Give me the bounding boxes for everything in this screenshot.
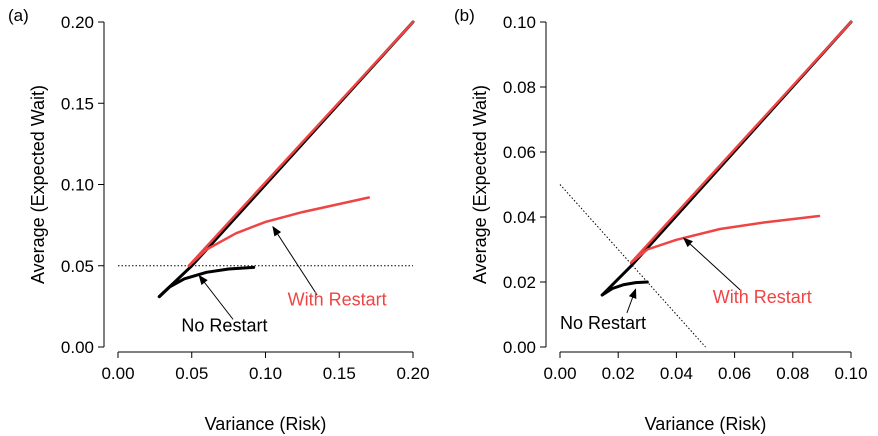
panel-label: (a) bbox=[8, 6, 29, 25]
series-line-black bbox=[600, 280, 649, 297]
annotation-arrow bbox=[682, 237, 741, 291]
y-axis-label: Average (Expected Wait) bbox=[28, 85, 48, 284]
chart-panel-a: (a) 0.00 0.05 0.10 0.15 0.20 0.00 0.05 0.10 0.15 0… bbox=[8, 6, 430, 434]
y-tick-label: 0.04 bbox=[503, 208, 536, 227]
y-tick-label: 0.15 bbox=[61, 94, 94, 113]
y-axis-label: Average (Expected Wait) bbox=[470, 85, 490, 284]
y-tick-label: 0.00 bbox=[61, 338, 94, 357]
x-tick-label: 0.02 bbox=[602, 364, 635, 383]
series-line-red bbox=[630, 214, 821, 264]
y-tick-label: 0.10 bbox=[503, 13, 536, 32]
y-tick-label: 0.08 bbox=[503, 78, 536, 97]
y-tick-label: 0.00 bbox=[503, 338, 536, 357]
annotation-label: No Restart bbox=[560, 313, 646, 333]
x-axis-label: Variance (Risk) bbox=[205, 414, 327, 434]
x-tick-label: 0.06 bbox=[718, 364, 751, 383]
series-line-red bbox=[187, 20, 415, 268]
y-tick-label: 0.05 bbox=[61, 257, 94, 276]
x-tick-label: 0.00 bbox=[543, 364, 576, 383]
x-tick-label: 0.08 bbox=[776, 364, 809, 383]
chart-panel-b: (b) 0.00 0.02 0.04 0.06 0.08 0.10 0.00 0.02 0.04 0… bbox=[454, 6, 868, 434]
annotation-arrow bbox=[626, 288, 637, 314]
y-tick-label: 0.02 bbox=[503, 273, 536, 292]
panel-label: (b) bbox=[454, 6, 475, 25]
annotation-label: With Restart bbox=[288, 290, 387, 310]
x-tick-label: 0.00 bbox=[101, 364, 134, 383]
annotation-label: No Restart bbox=[181, 316, 267, 336]
y-tick-label: 0.10 bbox=[61, 176, 94, 195]
x-tick-label: 0.20 bbox=[396, 364, 429, 383]
y-tick-label: 0.20 bbox=[61, 13, 94, 32]
annotation-arrow bbox=[198, 274, 234, 320]
x-tick-label: 0.05 bbox=[175, 364, 208, 383]
x-tick-label: 0.10 bbox=[249, 364, 282, 383]
series-line-black bbox=[157, 265, 256, 299]
series-line-red bbox=[187, 196, 371, 268]
annotation-label: With Restart bbox=[713, 287, 812, 307]
x-tick-label: 0.04 bbox=[660, 364, 693, 383]
y-tick-label: 0.06 bbox=[503, 143, 536, 162]
x-tick-label: 0.10 bbox=[834, 364, 867, 383]
x-axis-label: Variance (Risk) bbox=[645, 414, 767, 434]
x-tick-label: 0.15 bbox=[323, 364, 356, 383]
annotation-arrow bbox=[272, 225, 318, 296]
series-line-red bbox=[630, 20, 853, 264]
